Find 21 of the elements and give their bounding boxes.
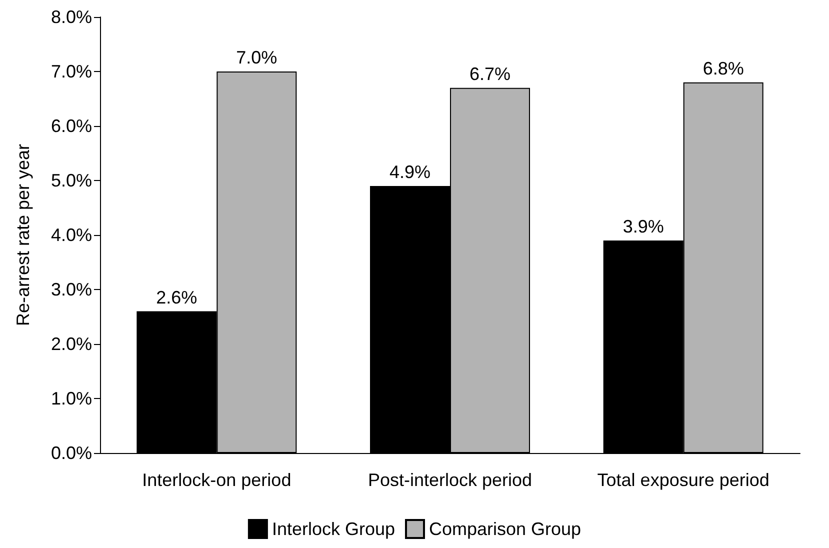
- legend-label: Interlock Group: [272, 519, 395, 539]
- y-tick-label: 2.0%: [50, 334, 92, 354]
- data-label: 6.7%: [469, 64, 511, 84]
- data-label: 2.6%: [156, 287, 198, 308]
- data-label: 7.0%: [236, 48, 278, 68]
- x-tick-label: Total exposure period: [597, 470, 770, 490]
- y-tick-label: 7.0%: [50, 62, 92, 82]
- y-tick-label: 3.0%: [50, 280, 92, 300]
- x-tick-label: Interlock-on period: [142, 470, 292, 490]
- y-tick-label: 5.0%: [50, 170, 92, 190]
- data-label: 3.9%: [622, 216, 664, 236]
- y-tick-label: 8.0%: [50, 7, 92, 27]
- x-tick-label: Post-interlock period: [368, 470, 532, 490]
- y-tick-label: 4.0%: [50, 225, 92, 245]
- y-axis-title: Re-arrest rate per year: [13, 144, 33, 326]
- y-tick-label: 0.0%: [50, 443, 92, 463]
- data-label: 6.8%: [702, 58, 744, 78]
- y-tick-label: 1.0%: [50, 388, 92, 408]
- y-tick-label: 6.0%: [50, 116, 92, 136]
- data-label: 4.9%: [389, 162, 431, 182]
- legend-label: Comparison Group: [428, 519, 582, 539]
